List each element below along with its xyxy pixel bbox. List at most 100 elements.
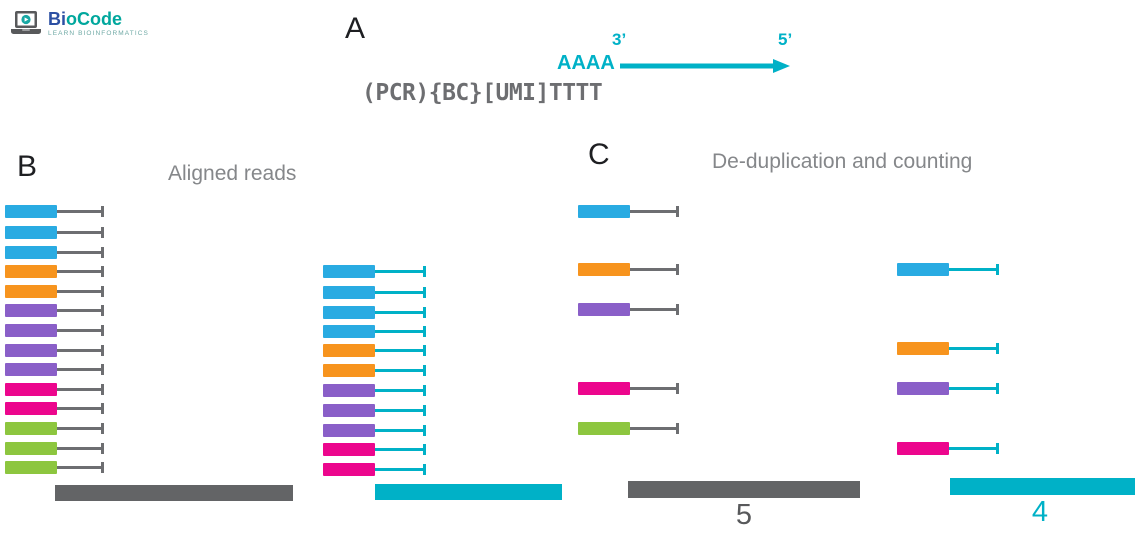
purple-umi-block	[323, 384, 375, 397]
read-tail-line	[375, 330, 424, 333]
read-end-tick	[676, 423, 679, 434]
aligned-gene2-read-purple	[323, 424, 426, 437]
blue-umi-block	[323, 265, 375, 278]
read-tail-line	[375, 311, 424, 314]
read-tail-line	[375, 270, 424, 273]
purple-umi-block	[578, 303, 630, 316]
aligned-gene2-read-blue	[323, 306, 426, 319]
read-end-tick	[423, 287, 426, 298]
read-end-tick	[423, 464, 426, 475]
read-tail-line	[949, 268, 997, 271]
read-tail-line	[375, 429, 424, 432]
purple-umi-block	[897, 382, 949, 395]
magenta-umi-block	[5, 402, 57, 415]
read-tail-line	[630, 268, 677, 271]
read-end-tick	[101, 384, 104, 395]
read-end-tick	[676, 206, 679, 217]
logo-text: BioCode LEARN BIOINFORMATICS	[48, 10, 149, 38]
magenta-umi-block	[578, 382, 630, 395]
aligned-gene1-read-orange	[5, 265, 104, 278]
read-end-tick	[101, 247, 104, 258]
read-end-tick	[423, 307, 426, 318]
blue-umi-block	[5, 205, 57, 218]
read-end-tick	[996, 443, 999, 454]
dedup-gene2-read-orange	[897, 342, 999, 355]
dedup-gene2-reference-bar	[950, 478, 1135, 495]
panel-a-label: A	[345, 12, 366, 45]
orange-umi-block	[897, 342, 949, 355]
dedup-gene1-read-magenta	[578, 382, 679, 395]
dedup-gene1-read-purple	[578, 303, 679, 316]
magenta-umi-block	[5, 383, 57, 396]
read-tail-line	[57, 407, 102, 410]
aligned-gene1-read-magenta	[5, 383, 104, 396]
aligned-gene1-read-green	[5, 422, 104, 435]
logo-code: Code	[77, 9, 122, 29]
read-end-tick	[101, 364, 104, 375]
dedup-gene2-read-blue	[897, 263, 999, 276]
read-end-tick	[101, 325, 104, 336]
aligned-gene2-read-magenta	[323, 463, 426, 476]
read-end-tick	[101, 227, 104, 238]
purple-umi-block	[5, 363, 57, 376]
aligned-gene2-read-blue	[323, 325, 426, 338]
read-tail-line	[630, 427, 677, 430]
orange-umi-block	[323, 344, 375, 357]
green-umi-block	[5, 442, 57, 455]
orange-umi-block	[5, 265, 57, 278]
logo-wordmark: BioCode	[48, 9, 122, 29]
read-end-tick	[996, 383, 999, 394]
read-end-tick	[423, 345, 426, 356]
green-umi-block	[5, 422, 57, 435]
aligned-gene1-reference-bar	[55, 485, 293, 501]
read-tail-line	[57, 447, 102, 450]
blue-umi-block	[323, 325, 375, 338]
magenta-umi-block	[323, 443, 375, 456]
read-end-tick	[676, 304, 679, 315]
aligned-gene1-read-magenta	[5, 402, 104, 415]
green-umi-block	[5, 461, 57, 474]
laptop-play-icon	[8, 10, 44, 45]
read-end-tick	[676, 383, 679, 394]
three-prime-label: 3’	[612, 30, 627, 49]
read-end-tick	[996, 264, 999, 275]
read-tail-line	[949, 447, 997, 450]
aligned-gene2-read-magenta	[323, 443, 426, 456]
aligned-gene1-read-blue	[5, 205, 104, 218]
read-tail-line	[375, 409, 424, 412]
orange-umi-block	[5, 285, 57, 298]
read-tail-line	[57, 210, 102, 213]
magenta-umi-block	[897, 442, 949, 455]
aligned-gene1-read-purple	[5, 324, 104, 337]
blue-umi-block	[5, 246, 57, 259]
read-end-tick	[101, 443, 104, 454]
aligned-gene2-read-orange	[323, 344, 426, 357]
dedup-gene2-read-purple	[897, 382, 999, 395]
purple-umi-block	[323, 424, 375, 437]
read-tail-line	[57, 290, 102, 293]
read-end-tick	[101, 462, 104, 473]
aligned-gene1-read-green	[5, 442, 104, 455]
read-tail-line	[949, 347, 997, 350]
dedup-gene1-read-orange	[578, 263, 679, 276]
aligned-gene2-read-blue	[323, 286, 426, 299]
blue-umi-block	[897, 263, 949, 276]
aligned-gene2-read-blue	[323, 265, 426, 278]
panel-b-label: B	[17, 150, 38, 183]
read-tail-line	[57, 251, 102, 254]
read-tail-line	[57, 329, 102, 332]
read-tail-line	[375, 349, 424, 352]
read-direction-arrow	[618, 58, 792, 79]
logo-bi: Bi	[48, 9, 66, 29]
gene2-count: 4	[1031, 496, 1049, 528]
read-end-tick	[423, 405, 426, 416]
read-tail-line	[57, 270, 102, 273]
gene1-count: 5	[735, 499, 753, 531]
read-end-tick	[423, 425, 426, 436]
purple-umi-block	[323, 404, 375, 417]
aligned-gene1-read-blue	[5, 246, 104, 259]
read-end-tick	[423, 385, 426, 396]
blue-umi-block	[578, 205, 630, 218]
blue-umi-block	[323, 286, 375, 299]
read-tail-line	[949, 387, 997, 390]
